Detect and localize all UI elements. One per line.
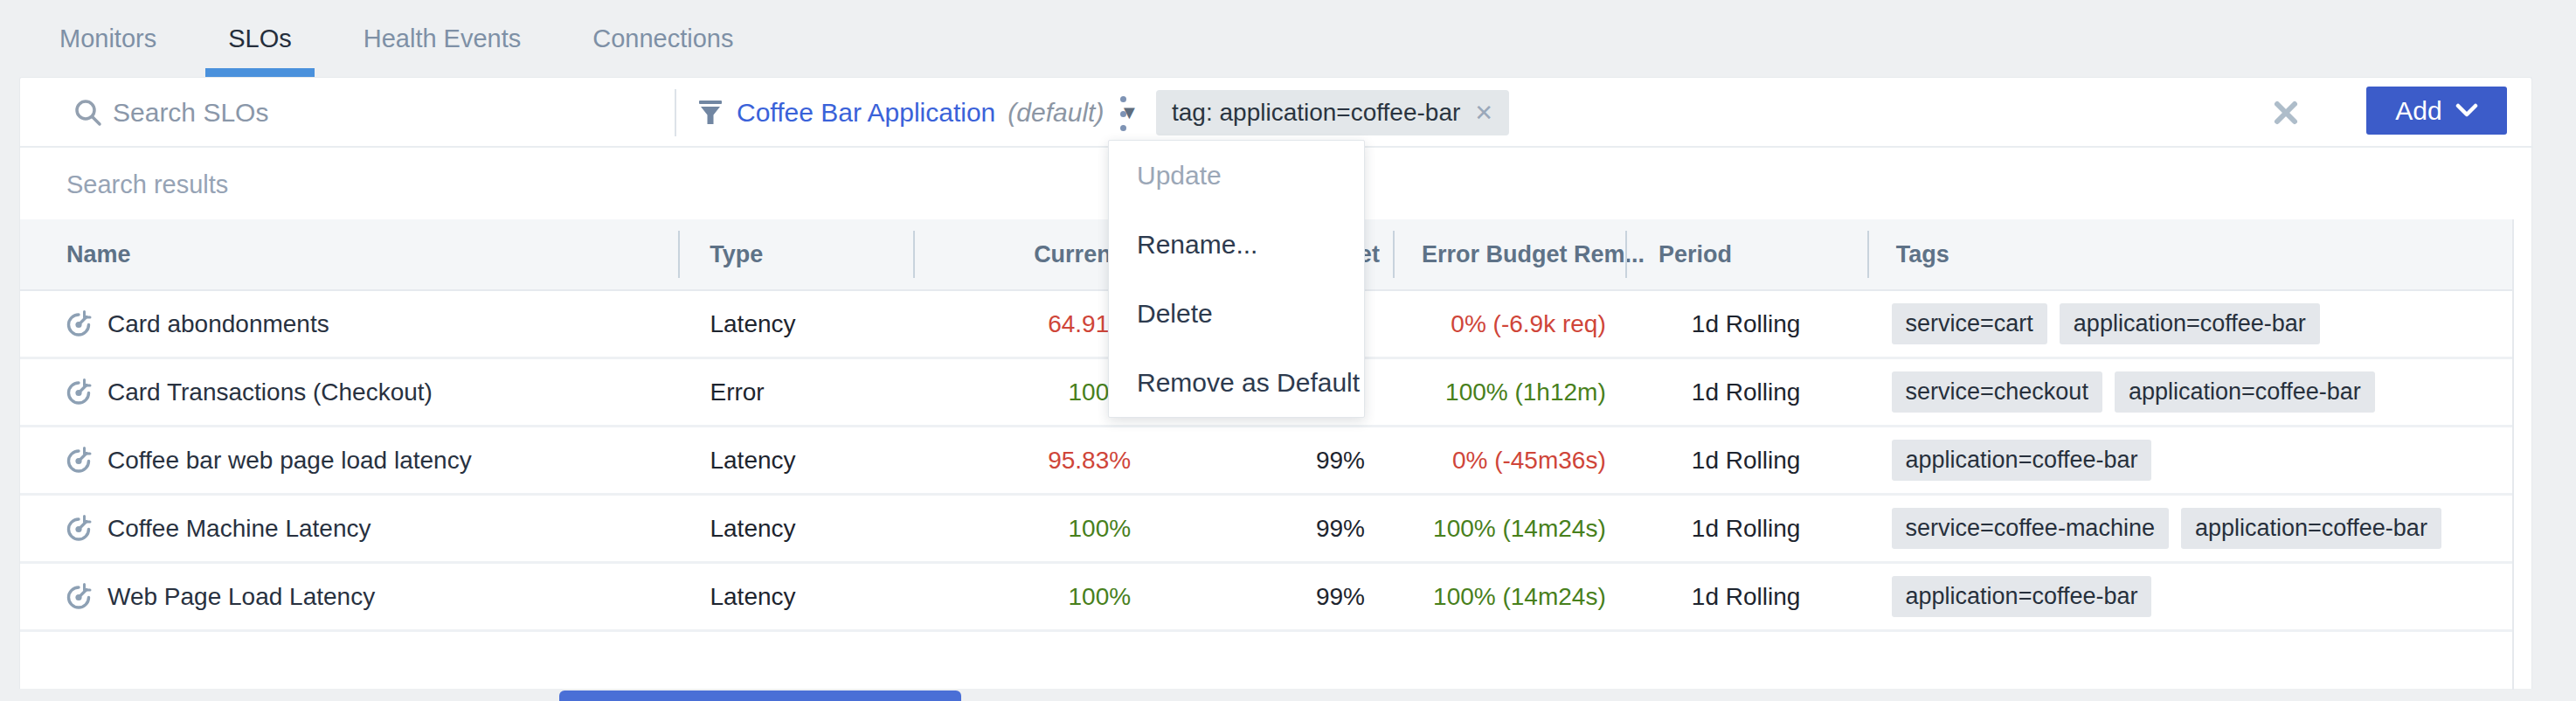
slo-name-link[interactable]: Web Page Load Latency <box>107 583 375 611</box>
add-button-label: Add <box>2395 96 2441 126</box>
saved-view-kebab-menu-button[interactable] <box>1111 96 1135 131</box>
slo-target-cell: 99% <box>1153 427 1393 495</box>
tag-chip[interactable]: application=coffee-bar <box>1892 440 2152 481</box>
slo-toolbar: Search SLOs Coffee Bar Application (defa… <box>20 78 2533 148</box>
slo-target-cell: 99% <box>1153 563 1393 631</box>
tag-chip[interactable]: service=coffee-machine <box>1892 508 2169 549</box>
tab-health-events[interactable]: Health Events <box>364 0 522 77</box>
table-scroll-track[interactable] <box>2512 219 2514 690</box>
tag-chip[interactable]: application=coffee-bar <box>2181 508 2441 549</box>
slo-error-budget-cell: 100% (14m24s) <box>1393 563 1625 631</box>
menu-item-update: Update <box>1109 141 1364 210</box>
slo-error-budget-cell: 0% (-6.9k req) <box>1393 290 1625 358</box>
slo-gauge-icon <box>64 309 93 339</box>
column-header-period[interactable]: Period <box>1625 219 1867 290</box>
slo-period-cell: 1d Rolling <box>1625 427 1867 495</box>
slo-type-cell: Latency <box>678 563 913 631</box>
saved-view-name: Coffee Bar Application <box>737 98 995 128</box>
clear-filters-icon[interactable] <box>2271 98 2301 128</box>
column-header-error-budget[interactable]: Error Budget Rem... <box>1393 219 1625 290</box>
slo-manage-page: Monitors SLOs Health Events Connections … <box>0 0 2576 701</box>
saved-view-context-menu: UpdateRename...DeleteRemove as Default <box>1108 140 1365 418</box>
slo-tags-cell: service=coffee-machine application=coffee… <box>1867 495 2512 563</box>
slo-tags-cell: application=coffee-bar <box>1867 427 2512 495</box>
table-row: Web Page Load Latency Latency 100% 99% 1… <box>20 564 2512 632</box>
slo-name-link[interactable]: Card abondonments <box>107 310 329 338</box>
saved-view-selector[interactable]: Coffee Bar Application (default) ▼ <box>696 78 1139 148</box>
slo-name-link[interactable]: Card Transactions (Checkout) <box>107 378 433 406</box>
slo-gauge-icon <box>64 582 93 612</box>
remove-filter-icon[interactable]: ✕ <box>1474 100 1493 127</box>
saved-view-default-suffix: (default) <box>1008 98 1104 128</box>
tab-slos[interactable]: SLOs <box>228 0 292 77</box>
slo-type-cell: Latency <box>678 427 913 495</box>
top-tabbar: Monitors SLOs Health Events Connections <box>59 0 734 77</box>
slo-current-status-cell: 100% <box>913 563 1153 631</box>
add-button[interactable]: Add <box>2366 87 2507 135</box>
tag-chip[interactable]: application=coffee-bar <box>2060 303 2320 344</box>
slo-type-cell: Error <box>678 358 913 427</box>
slo-period-cell: 1d Rolling <box>1625 563 1867 631</box>
tag-chip[interactable]: application=coffee-bar <box>2115 371 2375 413</box>
slo-period-cell: 1d Rolling <box>1625 290 1867 358</box>
column-header-tags[interactable]: Tags <box>1867 219 2512 290</box>
slo-period-cell: 1d Rolling <box>1625 495 1867 563</box>
menu-item-rename[interactable]: Rename... <box>1109 210 1364 279</box>
slo-period-cell: 1d Rolling <box>1625 358 1867 427</box>
tag-chip[interactable]: service=checkout <box>1892 371 2102 413</box>
slo-type-cell: Latency <box>678 290 913 358</box>
filter-funnel-icon <box>696 98 724 128</box>
slo-tags-cell: service=checkout application=coffee-bar <box>1867 358 2512 427</box>
slo-type-cell: Latency <box>678 495 913 563</box>
tab-monitors[interactable]: Monitors <box>59 0 156 77</box>
chevron-down-icon <box>2455 103 2478 118</box>
slo-current-status-cell: 100% <box>913 495 1153 563</box>
column-header-type[interactable]: Type <box>678 219 913 290</box>
slo-error-budget-cell: 0% (-45m36s) <box>1393 427 1625 495</box>
table-row: Coffee bar web page load latency Latency… <box>20 427 2512 496</box>
filter-tag-chip-label: tag: application=coffee-bar <box>1172 99 1460 127</box>
toolbar-divider <box>675 89 676 136</box>
slo-gauge-icon <box>64 446 93 475</box>
slo-tags-cell: service=cart application=coffee-bar <box>1867 290 2512 358</box>
menu-item-remove-as-default[interactable]: Remove as Default <box>1109 348 1364 417</box>
slo-current-status-cell: 95.83% <box>913 427 1153 495</box>
tag-chip[interactable]: service=cart <box>1892 303 2047 344</box>
search-icon <box>73 97 104 128</box>
tab-connections[interactable]: Connections <box>592 0 733 77</box>
menu-item-delete[interactable]: Delete <box>1109 279 1364 348</box>
table-row: Coffee Machine Latency Latency 100% 99% … <box>20 496 2512 564</box>
slo-error-budget-cell: 100% (14m24s) <box>1393 495 1625 563</box>
tag-chip[interactable]: application=coffee-bar <box>1892 576 2152 617</box>
slo-gauge-icon <box>64 514 93 544</box>
slo-name-link[interactable]: Coffee bar web page load latency <box>107 447 472 475</box>
slo-target-cell: 99% <box>1153 495 1393 563</box>
filter-tag-chip[interactable]: tag: application=coffee-bar ✕ <box>1156 90 1509 135</box>
slo-error-budget-cell: 100% (1h12m) <box>1393 358 1625 427</box>
search-slos-input[interactable]: Search SLOs <box>113 78 268 148</box>
slo-gauge-icon <box>64 378 93 407</box>
slo-tags-cell: application=coffee-bar <box>1867 563 2512 631</box>
partially-visible-bottom-element <box>559 691 961 701</box>
column-header-name[interactable]: Name <box>20 219 678 290</box>
slo-name-link[interactable]: Coffee Machine Latency <box>107 515 370 543</box>
